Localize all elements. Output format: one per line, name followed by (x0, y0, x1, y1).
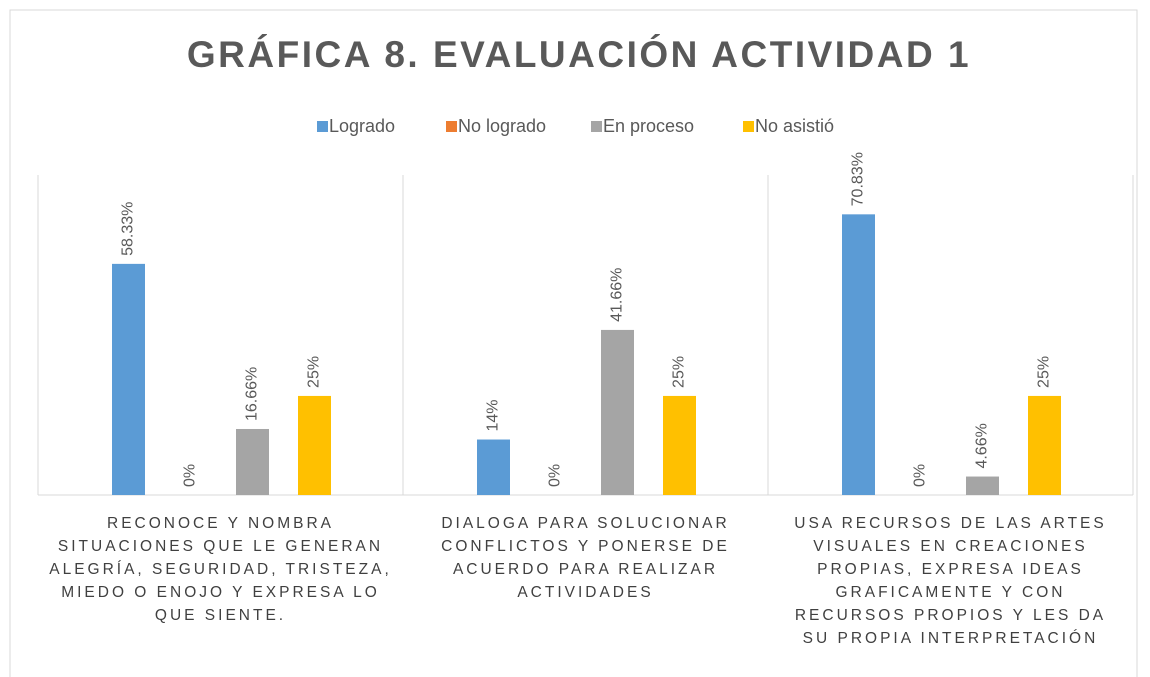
bar (112, 263, 145, 495)
bar (663, 395, 696, 495)
bar (1028, 395, 1061, 495)
data-label: 41.66% (609, 268, 626, 322)
data-label: 0% (912, 464, 929, 487)
data-label: 14% (485, 399, 502, 431)
chart-border (9, 9, 1138, 677)
data-label: 58.33% (120, 202, 137, 256)
legend-label: Logrado (329, 116, 395, 136)
data-label: 4.66% (974, 423, 991, 468)
x-tick-label: USA RECURSOS DE LAS ARTES VISUALES EN CR… (794, 515, 1107, 647)
data-label: 70.83% (850, 152, 867, 206)
bar (601, 329, 634, 495)
legend-swatch (591, 121, 602, 132)
data-label: 0% (182, 464, 199, 487)
legend-swatch (743, 121, 754, 132)
data-label: 25% (671, 356, 688, 388)
data-label: 25% (306, 356, 323, 388)
data-label: 0% (547, 464, 564, 487)
bar (842, 214, 875, 495)
legend-swatch (446, 121, 457, 132)
x-tick-label: DIALOGA PARA SOLUCIONAR CONFLICTOS Y PON… (441, 515, 730, 601)
bar (966, 476, 999, 495)
legend-label: En proceso (603, 116, 694, 136)
data-label: 25% (1036, 356, 1053, 388)
bar (236, 428, 269, 495)
legend-label: No logrado (458, 116, 546, 136)
data-label: 16.66% (244, 367, 261, 421)
bar (477, 439, 510, 495)
x-tick-label: RECONOCE Y NOMBRA SITUACIONES QUE LE GEN… (49, 515, 392, 624)
bar (298, 395, 331, 495)
chart-title: GRÁFICA 8. EVALUACIÓN ACTIVIDAD 1 (187, 33, 971, 75)
legend-swatch (317, 121, 328, 132)
legend-label: No asistió (755, 116, 834, 136)
